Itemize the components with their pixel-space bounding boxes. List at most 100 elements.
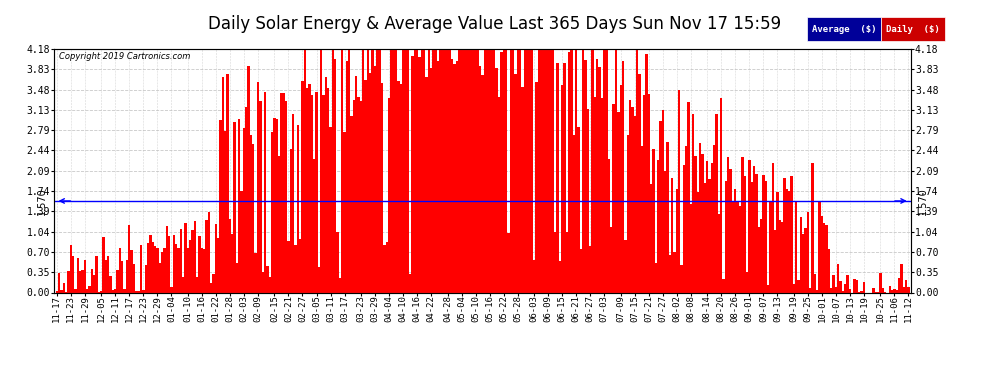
- Bar: [304, 49, 306, 292]
- Bar: [421, 49, 423, 292]
- Bar: [594, 98, 596, 292]
- Bar: [374, 66, 376, 292]
- Bar: [517, 49, 519, 292]
- Bar: [227, 74, 229, 292]
- Bar: [529, 49, 531, 292]
- Bar: [645, 54, 647, 292]
- Bar: [453, 64, 455, 292]
- Bar: [143, 290, 145, 292]
- Bar: [771, 163, 774, 292]
- Bar: [608, 159, 610, 292]
- Bar: [451, 58, 453, 292]
- Bar: [367, 49, 369, 292]
- Bar: [812, 164, 814, 292]
- Bar: [308, 84, 311, 292]
- Bar: [661, 110, 664, 292]
- Bar: [615, 49, 617, 292]
- Bar: [231, 234, 234, 292]
- Bar: [814, 273, 816, 292]
- Bar: [172, 235, 175, 292]
- Bar: [268, 277, 271, 292]
- Bar: [565, 232, 568, 292]
- Bar: [385, 242, 388, 292]
- Bar: [639, 74, 641, 292]
- Bar: [709, 178, 711, 292]
- Bar: [687, 102, 690, 292]
- Bar: [730, 169, 732, 292]
- Bar: [280, 93, 282, 292]
- Bar: [205, 220, 208, 292]
- Bar: [716, 114, 718, 292]
- Bar: [445, 49, 446, 292]
- Bar: [620, 85, 622, 292]
- Bar: [572, 135, 575, 292]
- Bar: [830, 288, 833, 292]
- Bar: [524, 49, 526, 292]
- Bar: [675, 189, 678, 292]
- Bar: [189, 240, 191, 292]
- Bar: [145, 265, 147, 292]
- Bar: [570, 49, 572, 292]
- Bar: [582, 49, 584, 292]
- Bar: [282, 93, 285, 292]
- Bar: [346, 62, 348, 292]
- Bar: [433, 49, 435, 292]
- Bar: [690, 204, 692, 292]
- Bar: [409, 274, 411, 292]
- Bar: [426, 77, 428, 292]
- Bar: [210, 283, 213, 292]
- Bar: [472, 49, 474, 292]
- Bar: [339, 278, 342, 292]
- Bar: [278, 156, 280, 292]
- Bar: [838, 264, 840, 292]
- Bar: [69, 245, 72, 292]
- Bar: [428, 49, 430, 292]
- Bar: [627, 135, 629, 292]
- Bar: [488, 49, 491, 292]
- Bar: [442, 49, 445, 292]
- Bar: [558, 261, 561, 292]
- Bar: [72, 256, 74, 292]
- Bar: [67, 272, 69, 292]
- Bar: [110, 276, 112, 292]
- Text: Daily  ($): Daily ($): [886, 25, 940, 34]
- Bar: [102, 237, 105, 292]
- Bar: [194, 220, 196, 292]
- Bar: [781, 222, 783, 292]
- Bar: [158, 264, 161, 292]
- Bar: [252, 144, 254, 292]
- Bar: [727, 157, 730, 292]
- Bar: [844, 284, 846, 292]
- Bar: [222, 77, 224, 292]
- Bar: [177, 248, 179, 292]
- Bar: [74, 289, 76, 292]
- Bar: [694, 156, 697, 292]
- Bar: [395, 49, 397, 292]
- Bar: [170, 287, 172, 292]
- Bar: [760, 219, 762, 292]
- Bar: [546, 49, 549, 292]
- Bar: [706, 161, 709, 292]
- Bar: [342, 49, 344, 292]
- Bar: [584, 60, 587, 292]
- Bar: [460, 49, 462, 292]
- Bar: [273, 118, 275, 292]
- Bar: [725, 181, 727, 292]
- Bar: [671, 178, 673, 292]
- Bar: [407, 49, 409, 292]
- Bar: [246, 106, 248, 292]
- Bar: [764, 182, 767, 292]
- Bar: [802, 234, 804, 292]
- Bar: [390, 49, 393, 292]
- Bar: [378, 49, 381, 292]
- Bar: [153, 246, 156, 292]
- Bar: [448, 49, 451, 292]
- Bar: [465, 49, 467, 292]
- Bar: [898, 278, 900, 292]
- Bar: [580, 249, 582, 292]
- Bar: [297, 125, 299, 292]
- Bar: [81, 270, 84, 292]
- Bar: [519, 49, 521, 292]
- Bar: [624, 240, 627, 292]
- Bar: [907, 287, 910, 292]
